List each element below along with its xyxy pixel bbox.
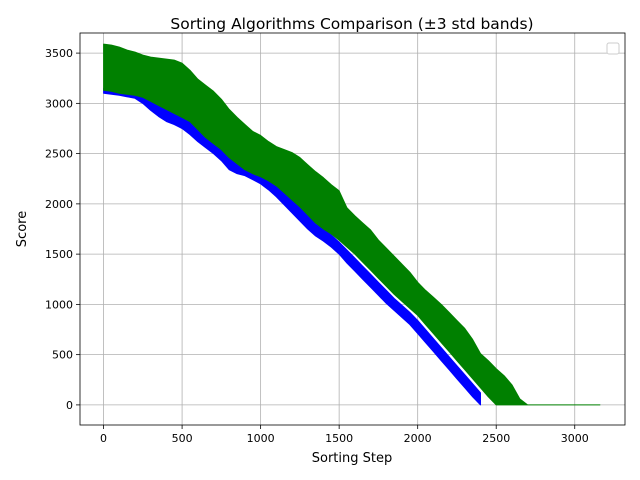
- x-axis-label: Sorting Step: [312, 451, 392, 466]
- x-tick-label: 1000: [247, 432, 275, 445]
- x-tick-label: 500: [172, 432, 193, 445]
- plot-frame: [79, 32, 626, 426]
- x-tick-label: 3000: [561, 432, 589, 445]
- y-tick-label: 3000: [45, 97, 73, 110]
- chart-title: Sorting Algorithms Comparison (±3 std ba…: [170, 15, 533, 33]
- x-tick-label: 0: [100, 432, 107, 445]
- y-tick-label: 2000: [45, 198, 73, 211]
- x-tick-label: 2500: [482, 432, 510, 445]
- y-tick-label: 3500: [45, 47, 73, 60]
- legend-box: [606, 42, 620, 55]
- series-bands: [103, 43, 601, 406]
- y-axis-label: Score: [15, 211, 30, 247]
- y-tick-label: 0: [66, 399, 73, 412]
- x-axis-ticks: 0 500 1000 1500 2000 2500 3000: [100, 425, 589, 445]
- x-tick-label: 1500: [325, 432, 353, 445]
- series-band-2: [103, 43, 601, 406]
- y-tick-label: 1000: [45, 298, 73, 311]
- y-axis-ticks: 0 500 1000 1500 2000 2500 3000 3500: [45, 47, 80, 412]
- y-tick-label: 1500: [45, 248, 73, 261]
- x-tick-label: 2000: [404, 432, 432, 445]
- y-tick-label: 2500: [45, 148, 73, 161]
- y-tick-label: 500: [52, 349, 73, 362]
